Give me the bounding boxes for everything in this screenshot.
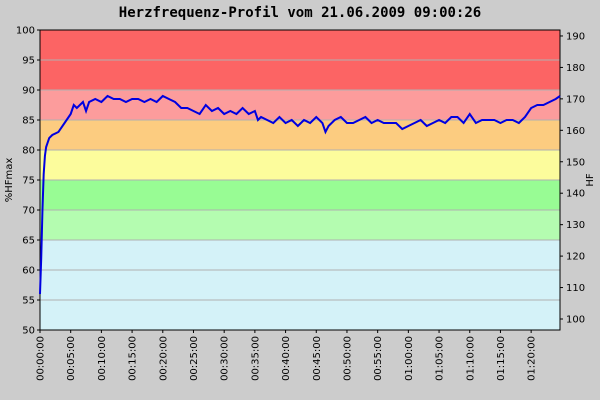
y2-tick-label: 180 (566, 63, 585, 74)
y2-tick-label: 120 (566, 252, 585, 263)
y-tick-label: 85 (22, 116, 35, 127)
x-tick-label: 01:00:00 (404, 336, 415, 381)
y2-tick-label: 140 (566, 189, 585, 200)
x-tick-label: 01:10:00 (465, 336, 476, 381)
y2-tick-label: 170 (566, 94, 585, 105)
y-axis-label: %HFmax (4, 158, 15, 203)
y-tick-label: 100 (16, 26, 35, 37)
y2-tick-label: 100 (566, 314, 585, 325)
y2-tick-label: 150 (566, 157, 585, 168)
x-tick-label: 00:45:00 (312, 336, 323, 381)
zone (40, 240, 560, 330)
y2-tick-label: 130 (566, 220, 585, 231)
x-tick-label: 00:35:00 (250, 336, 261, 381)
zone (40, 150, 560, 180)
x-tick-label: 00:50:00 (342, 336, 353, 381)
x-tick-label: 00:40:00 (281, 336, 292, 381)
x-tick-label: 00:20:00 (158, 336, 169, 381)
y2-tick-label: 190 (566, 31, 585, 42)
y-tick-label: 75 (22, 176, 35, 187)
y-tick-label: 60 (22, 266, 35, 277)
line (39, 94, 561, 295)
y2-axis-label: HF (585, 173, 596, 187)
x-tick-label: 00:25:00 (189, 336, 200, 381)
zone (40, 180, 560, 210)
y-tick-label: 55 (22, 296, 35, 307)
y-tick-label: 90 (22, 86, 35, 97)
x-tick-label: 01:05:00 (435, 336, 446, 381)
x-tick-label: 01:20:00 (527, 336, 538, 381)
y2-tick-label: 160 (566, 126, 585, 137)
x-tick-label: 00:15:00 (128, 336, 139, 381)
y-tick-label: 65 (22, 236, 35, 247)
y-tick-label: 70 (22, 206, 35, 217)
y-tick-label: 80 (22, 146, 35, 157)
x-tick-label: 00:10:00 (97, 336, 108, 381)
y-tick-label: 50 (22, 326, 35, 337)
chart-title: Herzfrequenz-Profil vom 21.06.2009 09:00… (119, 5, 481, 21)
x-tick-label: 00:05:00 (66, 336, 77, 381)
zone (40, 90, 560, 120)
y-tick-label: 95 (22, 56, 35, 67)
x-tick-label: 00:55:00 (373, 336, 384, 381)
x-tick-label: 00:00:00 (36, 336, 47, 381)
x-tick-label: 00:30:00 (220, 336, 231, 381)
zone (40, 210, 560, 240)
y2-tick-label: 110 (566, 283, 585, 294)
plot-frame (39, 29, 561, 331)
x-tick-label: 01:15:00 (496, 336, 507, 381)
